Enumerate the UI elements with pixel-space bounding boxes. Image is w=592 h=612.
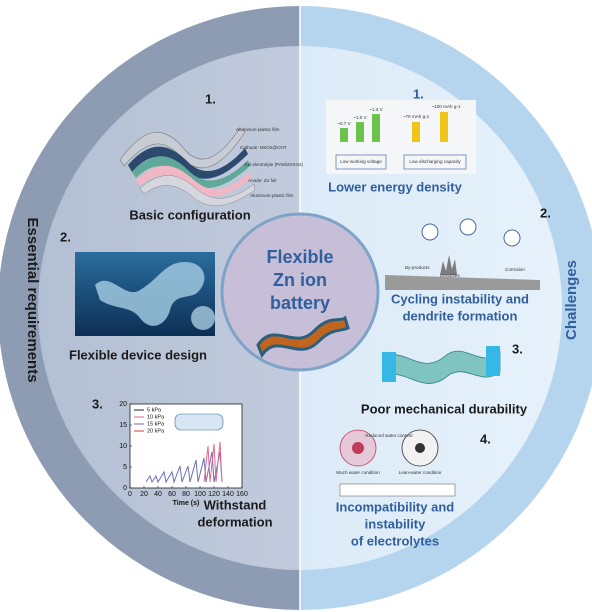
battery-icon <box>256 315 350 359</box>
layer-label: Aluminum-plastic film <box>250 193 294 198</box>
item-title: Flexible device design <box>69 347 207 362</box>
y-tick-label: 20 <box>119 401 127 408</box>
electrolyte-image <box>339 429 456 497</box>
x-tick-label: 40 <box>154 491 162 498</box>
item-title: Lower energy density <box>328 179 462 194</box>
x-tick-label: 120 <box>208 491 220 498</box>
item-number: 1. <box>205 91 216 106</box>
ring-label: Challenges <box>563 260 580 340</box>
chart-label: Low discharging capacity <box>409 159 461 164</box>
y-tick-label: 0 <box>123 485 127 492</box>
item-title: deformation <box>197 514 272 529</box>
item-number: 1. <box>413 86 424 101</box>
item-title: Withstand <box>204 497 267 512</box>
x-tick-label: 80 <box>182 491 190 498</box>
x-tick-label: 0 <box>128 491 132 498</box>
chart-label: ~70 mAh g-1 <box>403 114 430 119</box>
image-label: Dendrites <box>440 273 460 278</box>
layer-label: Cathode: MnO2@CNT <box>240 145 287 150</box>
legend-label: 5 kPa <box>147 407 162 413</box>
x-tick-label: 60 <box>168 491 176 498</box>
device-image <box>75 252 215 336</box>
layer-label: Anode: Zn foil <box>248 178 276 183</box>
item-number: 3. <box>92 396 103 411</box>
x-tick-label: 140 <box>222 491 234 498</box>
legend-label: 10 kPa <box>147 414 165 420</box>
inset-photo <box>174 413 224 431</box>
item-title: Cycling instability and <box>391 291 529 306</box>
layer-label: Aluminum-plastic film <box>236 127 280 132</box>
item-title: Incompatibility and <box>336 499 455 514</box>
signal-trace <box>145 451 223 484</box>
ring-label: Essential requirements <box>24 217 41 382</box>
item-title: Basic configuration <box>129 207 250 222</box>
item-number: 2. <box>540 205 551 220</box>
y-tick-label: 5 <box>123 464 127 471</box>
image-label: Corrosion <box>505 267 525 272</box>
item-number: 3. <box>512 341 523 356</box>
center-title: Flexible <box>266 247 333 267</box>
legend-label: 20 kPa <box>147 428 165 434</box>
chart-label: ~0.7 V <box>337 121 351 126</box>
image-label: By-products <box>405 265 430 270</box>
x-axis-label: Time (s) <box>173 500 200 507</box>
layer-label: Gel electrolyte (PAM/ZnSO4) <box>244 162 304 167</box>
chart-label: ~1.3 V <box>369 107 383 112</box>
chart-label: ~1.0 V <box>353 115 367 120</box>
image-label: Reduced water content <box>365 433 413 438</box>
legend-label: 15 kPa <box>147 421 165 427</box>
item-title: Poor mechanical durability <box>361 401 528 416</box>
dendrite-image <box>385 218 540 290</box>
image-label: Lean-water condition <box>399 470 442 475</box>
energy-chart <box>326 100 476 174</box>
y-tick-label: 10 <box>119 443 127 450</box>
x-tick-label: 20 <box>140 491 148 498</box>
x-tick-label: 160 <box>236 491 248 498</box>
item-number: 2. <box>60 229 71 244</box>
chart-label: ~100 mAh g-1 <box>432 104 461 109</box>
layer-illustration <box>119 127 256 206</box>
x-tick-label: 100 <box>194 491 206 498</box>
center-title: battery <box>270 293 330 313</box>
item-title: of electrolytes <box>351 533 439 548</box>
signal-trace <box>203 441 223 483</box>
item-title: dendrite formation <box>403 308 518 323</box>
inset-chart: 0 20 40 60 80 100 120 140 160 0 5 10 15 20 Time (s) 5 k… <box>119 401 248 507</box>
center-title: Zn ion <box>273 270 327 290</box>
durability-image <box>382 346 501 384</box>
chart-label: Low working voltage <box>340 159 382 164</box>
item-number: 4. <box>480 431 491 446</box>
y-tick-label: 15 <box>119 422 127 429</box>
image-label: Much water condition <box>336 470 380 475</box>
item-title: instability <box>365 516 426 531</box>
